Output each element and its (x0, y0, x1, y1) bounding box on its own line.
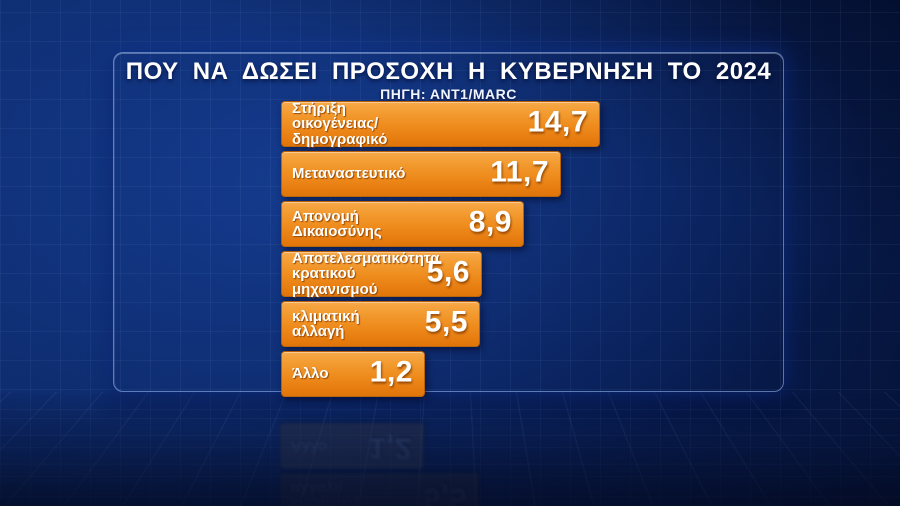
bar-value: 5,6 (426, 255, 470, 289)
bars-reflection: Στήριξη οικογένειας/ δημογραφικό14,7Μετα… (280, 423, 599, 506)
bar-value: 5,5 (423, 481, 467, 506)
bar-label: Άλλο (292, 365, 329, 383)
bar-label: κλιματική αλλαγή (291, 480, 359, 506)
bar-label: Απονομή Δικαιοσύνης (292, 207, 382, 240)
bar-label: Μεταναστευτικό (292, 165, 406, 183)
bar-chart: Στήριξη οικογένειας/ δημογραφικό 14,7 Μετα… (281, 101, 600, 397)
chart-source: ΠΗΓΗ: ΑΝΤ1/MARC (380, 86, 517, 102)
bar-row-5: κλιματική αλλαγή 5,5 (280, 473, 479, 506)
bar-value: 11,7 (490, 155, 549, 189)
bar-row-1: Στήριξη οικογένειας/ δημογραφικό 14,7 (281, 101, 600, 147)
chart-panel: ΠΟΥ ΝΑ ΔΩΣΕΙ ΠΡΟΣΟΧΗ Η ΚΥΒΕΡΝΗΣΗ ΤΟ 2024… (113, 52, 784, 397)
bar-row-3: Απονομή Δικαιοσύνης 8,9 (281, 201, 524, 247)
bar-value: 1,2 (369, 355, 413, 389)
bar-value: 1,2 (368, 431, 412, 465)
chart-title: ΠΟΥ ΝΑ ΔΩΣΕΙ ΠΡΟΣΟΧΗ Η ΚΥΒΕΡΝΗΣΗ ΤΟ 2024 (125, 58, 772, 85)
bar-row-6: Άλλο 1,2 (280, 423, 424, 469)
bar-row-2: Μεταναστευτικό 11,7 (281, 151, 561, 197)
bar-label: κλιματική αλλαγή (292, 307, 360, 340)
bar-row-5: κλιματική αλλαγή 5,5 (281, 301, 480, 347)
bar-value: 14,7 (527, 105, 588, 139)
bar-label: Στήριξη οικογένειας/ δημογραφικό (292, 100, 388, 148)
bar-value: 5,5 (424, 305, 468, 339)
bar-value: 8,9 (468, 205, 512, 239)
bar-row-6: Άλλο 1,2 (281, 351, 425, 397)
bar-label: Άλλο (291, 437, 328, 455)
bar-row-4: Αποτελεσματικότητα κρατικού μηχανισμού 5,… (281, 251, 482, 297)
bar-label: Αποτελεσματικότητα κρατικού μηχανισμού (292, 250, 440, 298)
